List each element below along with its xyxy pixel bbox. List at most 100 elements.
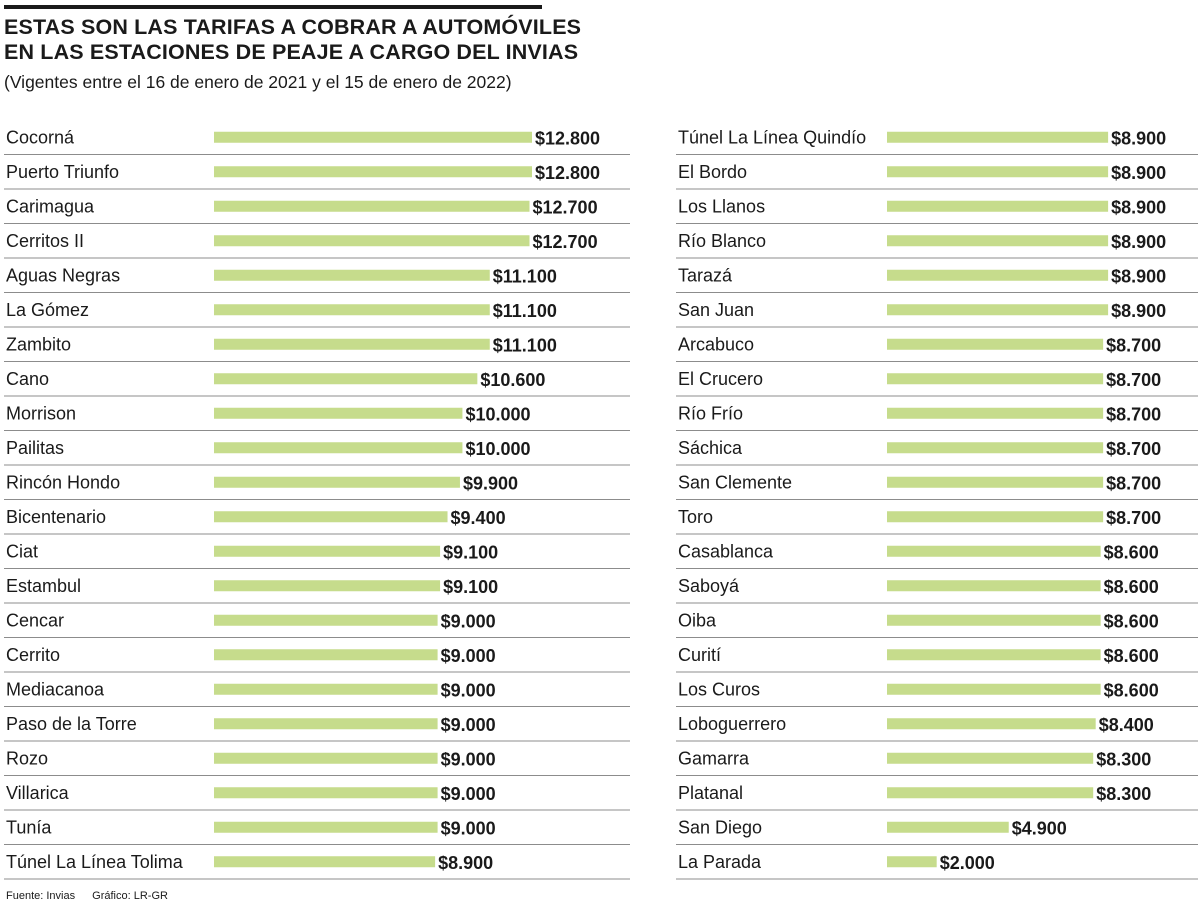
col1-row-12-station-label: Bicentenario	[6, 507, 106, 527]
col1-row-5-station-label: Aguas Negras	[6, 265, 120, 285]
col2-row-9-station-label: Río Frío	[678, 403, 743, 423]
col1-row-9-bar	[214, 407, 463, 419]
col2-row-9-value-label: $8.700	[1106, 404, 1161, 424]
col2-row-14-value-label: $8.600	[1104, 577, 1159, 597]
col1-row-16-value-label: $9.000	[441, 646, 496, 666]
col1-row-6-station-label: La Gómez	[6, 300, 89, 320]
col2-row-5-value-label: $8.900	[1111, 266, 1166, 286]
col2-row-18-station-label: Loboguerrero	[678, 714, 786, 734]
col1-row-21-bar	[214, 821, 438, 833]
col2-row-8-value-label: $8.700	[1106, 370, 1161, 390]
col2-row-11-bar	[887, 476, 1104, 488]
col2-row-22-station-label: La Parada	[678, 852, 762, 872]
col1-row-12-value-label: $9.400	[451, 508, 506, 528]
col2-row-14-bar	[887, 580, 1101, 592]
col2-row-4-value-label: $8.900	[1111, 232, 1166, 252]
col1-row-8-value-label: $10.600	[480, 370, 545, 390]
col2-row-18-value-label: $8.400	[1099, 715, 1154, 735]
col1-row-22-value-label: $8.900	[438, 853, 493, 873]
col1-row-3-value-label: $12.700	[533, 197, 598, 217]
col1-row-4-bar	[214, 235, 530, 247]
col1-row-11-station-label: Rincón Hondo	[6, 472, 120, 492]
col1-row-15-bar	[214, 614, 438, 626]
chart-subtitle: (Vigentes entre el 16 de enero de 2021 y…	[4, 72, 512, 92]
col1-row-7-value-label: $11.100	[493, 335, 557, 355]
col1-row-22-bar	[214, 856, 436, 868]
col1-row-9-station-label: Morrison	[6, 403, 76, 423]
col2-row-13-bar	[887, 545, 1101, 557]
col2-row-19-station-label: Gamarra	[678, 748, 750, 768]
col2-row-22-value-label: $2.000	[940, 853, 995, 873]
col1-row-10-value-label: $10.000	[465, 439, 530, 459]
col1-row-2-value-label: $12.800	[535, 163, 600, 183]
col1-row-17-value-label: $9.000	[441, 680, 496, 700]
col2-row-2-station-label: El Bordo	[678, 162, 747, 182]
col2-row-18-bar	[887, 718, 1096, 730]
col2-row-7-value-label: $8.700	[1106, 335, 1161, 355]
col2-row-7-bar	[887, 338, 1104, 350]
col1-row-5-value-label: $11.100	[493, 266, 557, 286]
col1-row-12-bar	[214, 511, 448, 523]
col1-row-20-bar	[214, 787, 438, 799]
col2-row-11-station-label: San Clemente	[678, 472, 792, 492]
col1-row-13-station-label: Ciat	[6, 541, 38, 561]
col1-row-21-value-label: $9.000	[441, 818, 496, 838]
col2-row-22-bar	[887, 856, 937, 868]
col2-row-15-value-label: $8.600	[1104, 611, 1159, 631]
col1-row-4-station-label: Cerritos II	[6, 231, 84, 251]
col1-row-18-bar	[214, 718, 438, 730]
col2-row-5-bar	[887, 269, 1109, 281]
col2-row-19-bar	[887, 752, 1094, 764]
col2-row-17-value-label: $8.600	[1104, 680, 1159, 700]
graphic-credit: Gráfico: LR-GR	[92, 890, 168, 902]
col1-row-10-station-label: Pailitas	[6, 438, 64, 458]
col2-row-6-station-label: San Juan	[678, 300, 754, 320]
col2-row-2-value-label: $8.900	[1111, 163, 1166, 183]
col2-row-12-value-label: $8.700	[1106, 508, 1161, 528]
col1-row-11-value-label: $9.900	[463, 473, 518, 493]
col2-row-20-station-label: Platanal	[678, 783, 743, 803]
col2-row-2-bar	[887, 166, 1109, 178]
col2-row-20-bar	[887, 787, 1094, 799]
col2-row-8-station-label: El Crucero	[678, 369, 763, 389]
col1-row-19-value-label: $9.000	[441, 749, 496, 769]
col2-row-1-station-label: Túnel La Línea Quindío	[678, 127, 866, 147]
col2-row-15-bar	[887, 614, 1101, 626]
col1-row-19-station-label: Rozo	[6, 748, 48, 768]
col1-row-14-station-label: Estambul	[6, 576, 81, 596]
col1-row-16-station-label: Cerrito	[6, 645, 60, 665]
col2-row-20-value-label: $8.300	[1096, 784, 1151, 804]
col1-row-19-bar	[214, 752, 438, 764]
col2-row-11-value-label: $8.700	[1106, 473, 1161, 493]
col2-row-15-station-label: Oiba	[678, 610, 717, 630]
col1-row-3-station-label: Carimagua	[6, 196, 95, 216]
col1-row-20-value-label: $9.000	[441, 784, 496, 804]
col2-row-12-station-label: Toro	[678, 507, 713, 527]
col2-row-12-bar	[887, 511, 1104, 523]
col2-row-4-station-label: Río Blanco	[678, 231, 766, 251]
col2-row-1-bar	[887, 131, 1109, 143]
col2-row-9-bar	[887, 407, 1104, 419]
col1-row-13-bar	[214, 545, 441, 557]
col1-row-14-bar	[214, 580, 441, 592]
col2-row-16-station-label: Curití	[678, 645, 721, 665]
col1-row-18-station-label: Paso de la Torre	[6, 714, 137, 734]
col2-row-21-value-label: $4.900	[1012, 818, 1067, 838]
col1-row-2-station-label: Puerto Triunfo	[6, 162, 119, 182]
source-note: Fuente: Invias	[6, 890, 76, 902]
col1-row-4-value-label: $12.700	[533, 232, 598, 252]
col1-row-1-station-label: Cocorná	[6, 127, 75, 147]
col1-row-20-station-label: Villarica	[6, 783, 70, 803]
col2-row-4-bar	[887, 235, 1109, 247]
col2-row-13-value-label: $8.600	[1104, 542, 1159, 562]
col2-row-5-station-label: Tarazá	[678, 265, 733, 285]
col1-row-2-bar	[214, 166, 532, 178]
chart-title: ESTAS SON LAS TARIFAS A COBRAR A AUTOMÓV…	[4, 15, 581, 65]
col1-row-11-bar	[214, 476, 460, 488]
col1-row-1-value-label: $12.800	[535, 128, 600, 148]
col2-row-16-value-label: $8.600	[1104, 646, 1159, 666]
col2-row-21-bar	[887, 821, 1009, 833]
col2-row-10-station-label: Sáchica	[678, 438, 743, 458]
col2-row-19-value-label: $8.300	[1096, 749, 1151, 769]
